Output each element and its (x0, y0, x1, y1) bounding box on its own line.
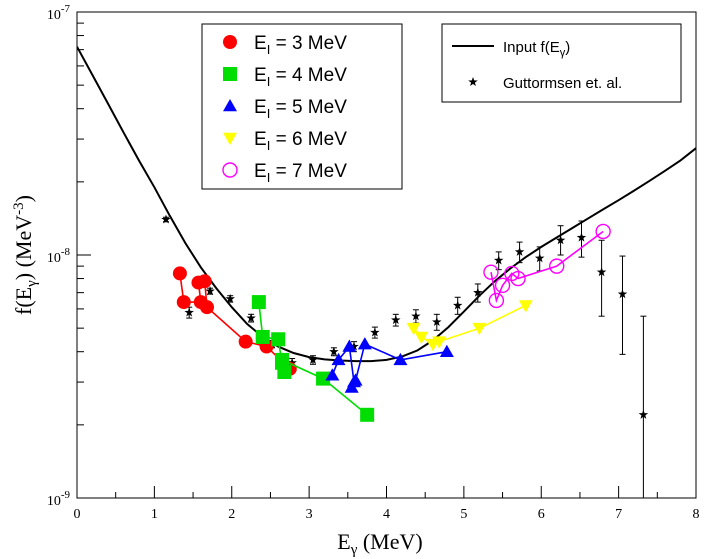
legend-label-6mev: EI = 6 MeV (254, 129, 347, 153)
guttormsen-point (411, 311, 421, 321)
legend-label-guttormsen: Guttormsen et. al. (503, 75, 622, 92)
series-point-5mev (325, 368, 340, 381)
guttormsen-point (452, 300, 463, 310)
series-point-7mev (488, 292, 505, 309)
legend-marker-4mev (223, 67, 237, 81)
legend-label-input: Input f(Eγ) (503, 39, 570, 59)
series-point-7mev (483, 264, 499, 280)
guttormsen-point (246, 313, 256, 323)
guttormsen-point (432, 317, 442, 327)
series-point-4mev (255, 329, 270, 344)
series-point-5mev (344, 380, 359, 393)
series-line-7mev (490, 230, 604, 304)
x-axis-title: Eγ (MeV) (337, 529, 422, 558)
x-tick-label: 2 (228, 507, 235, 522)
x-tick-label: 0 (74, 507, 81, 522)
guttormsen-point (308, 354, 318, 364)
series-point-4mev (360, 407, 375, 422)
legend-label-5mev: EI = 5 MeV (254, 97, 347, 121)
x-tick-label: 6 (538, 507, 545, 522)
series-point-4mev (251, 295, 266, 310)
x-tick-label: 8 (693, 507, 700, 522)
guttormsen-point (617, 289, 628, 299)
legend-marker-7mev (222, 162, 238, 178)
series-point-6mev (518, 300, 533, 313)
series-point-6mev (406, 322, 421, 336)
x-tick-label: 7 (615, 507, 622, 522)
guttormsen-point (638, 409, 649, 419)
series-point-5mev (439, 344, 454, 357)
legend-label-7mev: EI = 7 MeV (254, 161, 347, 185)
series-point-5mev (331, 352, 346, 366)
legend-marker-5mev (223, 99, 237, 112)
legend-label-4mev: EI = 4 MeV (254, 65, 347, 89)
guttormsen-point (534, 253, 545, 263)
series-point-3mev (176, 295, 191, 310)
guttormsen-point (370, 327, 380, 337)
series-point-3mev (172, 266, 187, 281)
input-curve-line (77, 46, 696, 363)
guttormsen-point (349, 341, 359, 351)
guttormsen-point (514, 246, 525, 256)
series-point-7mev (510, 270, 526, 287)
x-tick-label: 1 (151, 507, 158, 522)
legend-left: EI = 3 MeV EI = 4 MeV EI = 5 MeV EI = 6 MeV… (201, 23, 403, 190)
guttormsen-point (391, 315, 401, 325)
y-tick-label: 10-9 (47, 489, 71, 509)
x-tick-label: 3 (306, 507, 313, 522)
guttormsen-point (225, 293, 235, 303)
guttormsen-point (473, 287, 483, 297)
series-point-5mev (357, 337, 372, 350)
guttormsen-point (205, 286, 215, 296)
x-tick-label: 4 (383, 507, 390, 522)
series-point-6mev (472, 322, 487, 336)
series-point-7mev (549, 258, 565, 274)
series-point-4mev (277, 365, 292, 380)
guttormsen-point (329, 346, 339, 356)
legend-right-box (441, 23, 682, 103)
y-tick-label: 10-7 (47, 3, 71, 23)
legend-label-3mev: EI = 3 MeV (254, 33, 347, 57)
guttormsen-point (161, 214, 171, 224)
series-point-7mev (595, 223, 611, 240)
legend-marker-3mev (223, 35, 237, 49)
series-point-6mev (414, 331, 429, 344)
y-axis-title: f(Eγ) (MeV-3) (11, 195, 40, 315)
guttormsen-point (576, 232, 587, 242)
series-point-7mev (494, 277, 511, 294)
x-tick-label: 5 (460, 507, 467, 522)
legend-right: Input f(Eγ) Guttormsen et. al. (441, 23, 682, 103)
series-point-3mev (199, 300, 214, 315)
y-tick-label: 10-8 (47, 246, 71, 266)
series-point-4mev (275, 352, 290, 367)
series-point-5mev (348, 373, 363, 386)
guttormsen-point (493, 255, 504, 265)
series-point-5mev (342, 339, 357, 352)
guttormsen-point (555, 235, 566, 245)
series-point-4mev (316, 371, 331, 386)
series-point-4mev (271, 332, 286, 347)
legend-marker-guttormsen (468, 77, 478, 87)
plot-area (77, 46, 696, 498)
series-point-5mev (393, 352, 408, 366)
legend-marker-6mev (223, 132, 237, 145)
guttormsen-point (184, 307, 194, 317)
guttormsen-point (596, 267, 607, 277)
series-point-6mev (432, 336, 447, 349)
legend-left-box (201, 23, 403, 190)
series-point-3mev (197, 274, 212, 289)
series-point-3mev (238, 334, 253, 349)
axes: 0 1 2 3 4 5 6 7 8 10-9 10-8 10-7 (47, 3, 700, 522)
